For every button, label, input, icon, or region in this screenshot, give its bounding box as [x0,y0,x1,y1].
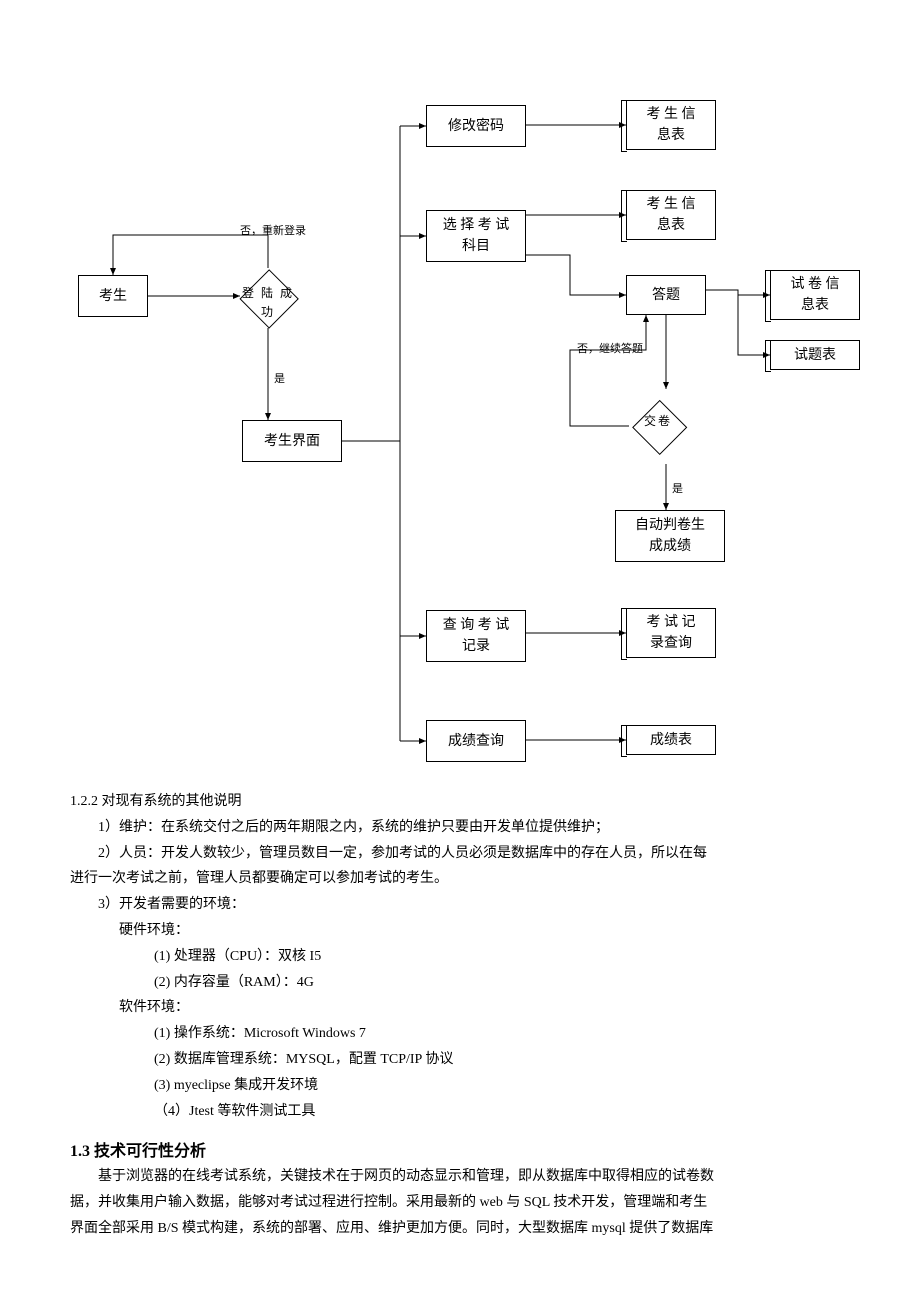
sw-1: (1) 操作系统：Microsoft Windows 7 [70,1022,850,1046]
node-tbl_rec-bar [621,608,627,660]
node-modpwd: 修改密码 [426,105,526,147]
heading-1-3: 1.3 技术可行性分析 [70,1137,850,1161]
node-student: 考生 [78,275,148,317]
hw-2: (2) 内存容量（RAM）：4G [70,971,850,995]
hw-label: 硬件环境： [70,919,850,943]
section-1-2-2: 1.2.2 对现有系统的其他说明 1）维护：在系统交付之后的两年期限之内，系统的… [70,790,850,1123]
p13-a: 基于浏览器的在线考试系统，关键技术在于网页的动态显示和管理，即从数据库中取得相应… [70,1165,850,1189]
sw-4: （4）Jtest 等软件测试工具 [70,1100,850,1124]
node-tbl_paper: 试 卷 信息表 [770,270,860,320]
edge-15 [570,350,629,426]
flowchart-edges [70,40,870,780]
p-personnel-b: 进行一次考试之前，管理人员都要确定可以参加考试的考生。 [70,867,850,891]
node-tbl_paper-bar [765,270,771,322]
section-1-3: 基于浏览器的在线考试系统，关键技术在于网页的动态显示和管理，即从数据库中取得相应… [70,1165,850,1240]
node-queryscore: 成绩查询 [426,720,526,762]
heading-1-2-2: 1.2.2 对现有系统的其他说明 [70,790,850,814]
node-tbl_rec: 考 试 记录查询 [626,608,716,658]
node-submit [632,400,688,456]
node-autograde: 自动判卷生成成绩 [615,510,725,562]
node-tbl_score-bar [621,725,627,757]
node-tbl_stu1-bar [621,100,627,152]
edge-17-label: 是 [672,480,683,496]
edge-1 [113,235,268,275]
node-tbl_stu1: 考 生 信息表 [626,100,716,150]
node-answer: 答题 [626,275,706,315]
hw-1: (1) 处理器（CPU）：双核 I5 [70,945,850,969]
p13-b: 据，并收集用户输入数据，能够对考试过程进行控制。采用最新的 web 与 SQL … [70,1191,850,1215]
node-select: 选 择 考 试科目 [426,210,526,262]
node-tbl_score: 成绩表 [626,725,716,755]
p-personnel-a: 2）人员：开发人数较少，管理员数目一定，参加考试的人员必须是数据库中的存在人员，… [70,842,850,866]
edge-15-label: 否，继续答题 [577,340,643,356]
node-tbl_question-bar [765,340,771,372]
sw-label: 软件环境： [70,996,850,1020]
node-tbl_stu2: 考 生 信息表 [626,190,716,240]
edge-12 [706,290,770,295]
node-queryrec: 查 询 考 试记录 [426,610,526,662]
node-tbl_stu2-bar [621,190,627,242]
p13-c: 界面全部采用 B/S 模式构建，系统的部署、应用、维护更加方便。同时，大型数据库… [70,1217,850,1241]
edge-1-label: 否，重新登录 [240,222,306,238]
edge-2-label: 是 [274,370,285,386]
node-ui: 考生界面 [242,420,342,462]
p-maintain: 1）维护：在系统交付之后的两年期限之内，系统的维护只要由开发单位提供维护； [70,816,850,840]
sw-3: (3) myeclipse 集成开发环境 [70,1074,850,1098]
node-login [240,270,300,330]
flowchart: 考生登 陆 成功考生界面修改密码选 择 考 试科目答题交卷自动判卷生成成绩查 询… [70,40,870,780]
edge-11 [526,255,626,295]
node-tbl_question: 试题表 [770,340,860,370]
sw-2: (2) 数据库管理系统：MYSQL，配置 TCP/IP 协议 [70,1048,850,1072]
p-env: 3）开发者需要的环境： [70,893,850,917]
